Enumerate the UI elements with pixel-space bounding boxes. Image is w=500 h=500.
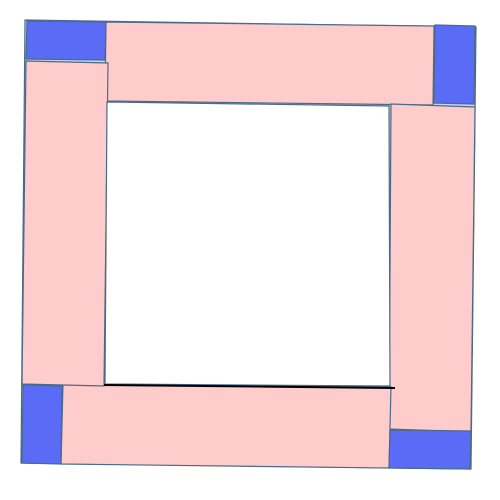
- top-right-square: [433, 24, 476, 105]
- left-rectangle: [21, 60, 109, 387]
- inner-square: [104, 101, 391, 387]
- inner-square-bottom-edge: [103, 384, 396, 389]
- right-rectangle: [388, 103, 476, 433]
- bottom-left-square: [21, 384, 63, 465]
- top-rectangle: [104, 21, 435, 106]
- bottom-rectangle: [60, 382, 392, 469]
- top-left-square: [25, 20, 107, 61]
- bottom-right-square: [388, 429, 472, 470]
